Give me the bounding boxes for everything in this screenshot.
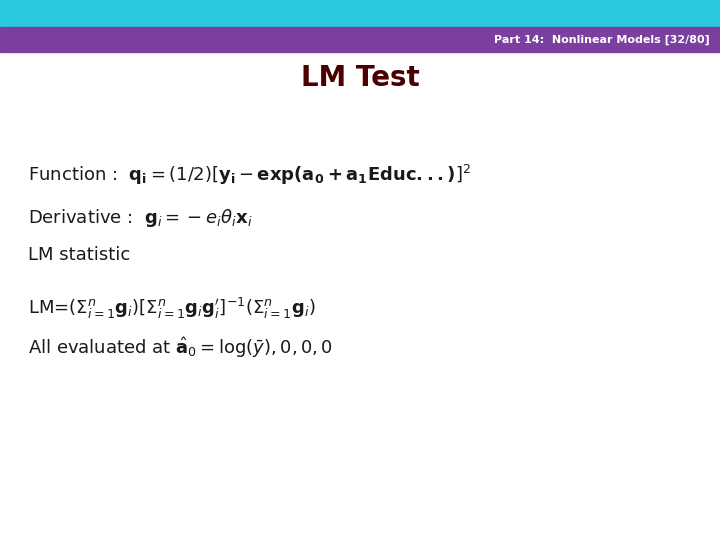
Text: Derivative :  $\mathbf{g}_i = -e_i\theta_i\mathbf{x}_i$: Derivative : $\mathbf{g}_i = -e_i\theta_… [28,207,253,229]
Text: LM statistic: LM statistic [28,246,130,264]
Text: All evaluated at $\hat{\mathbf{a}}_0 = \log(\bar{y}), 0, 0, 0$: All evaluated at $\hat{\mathbf{a}}_0 = \… [28,336,333,360]
Bar [0,27,720,52]
Text: Function :  $\mathbf{q_i} = (1/2)[\mathbf{y_i} - \mathbf{exp(a_0 + a_1Educ...)}]: Function : $\mathbf{q_i} = (1/2)[\mathbf… [28,163,471,187]
Text: Part 14:  Nonlinear Models [32/80]: Part 14: Nonlinear Models [32/80] [494,35,710,45]
Text: LM=($\Sigma_{i=1}^{n}\mathbf{g}_i$)[$\Sigma_{i=1}^{n}\mathbf{g}_i\mathbf{g}_i^{\: LM=($\Sigma_{i=1}^{n}\mathbf{g}_i$)[$\Si… [28,295,316,321]
Bar [0,0,720,27]
Text: LM Test: LM Test [301,64,419,92]
